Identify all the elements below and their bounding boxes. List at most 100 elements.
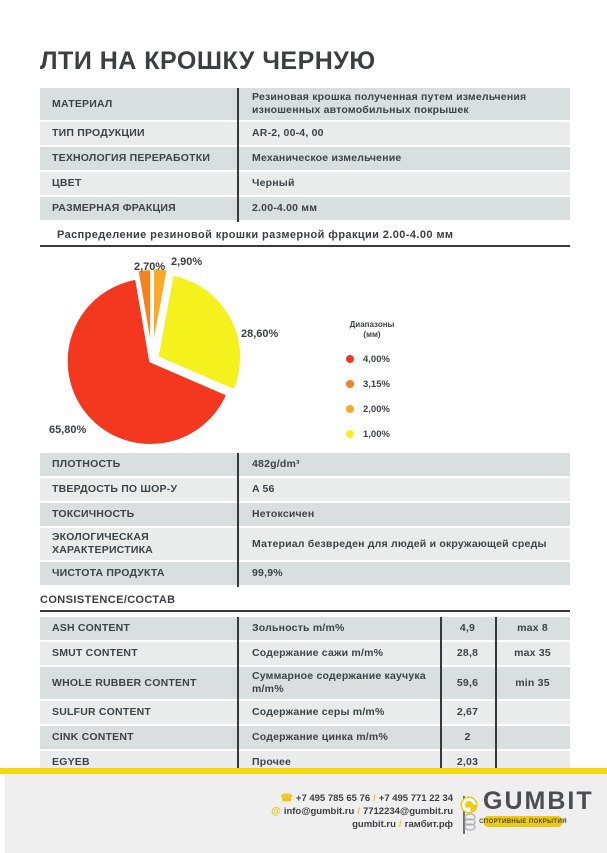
legend-title: Диапазоны (мм) (349, 320, 395, 340)
legend-dot (346, 355, 354, 364)
composition-rule (40, 610, 570, 612)
spring-coil-icon (464, 813, 476, 831)
chart-legend: Диапазоны (мм) 4,00% 3,15% 2,00% 1,00% (334, 320, 410, 447)
contact-emails: @ info@gumbit.ru/7712234@gumbit.ru (150, 805, 453, 818)
contact-sites: gumbit.ru / гамбит.рф (150, 818, 453, 831)
row-value: min 35 (515, 676, 550, 689)
email-1: info@gumbit.ru (283, 806, 355, 817)
legend-item: 3,15% (334, 372, 410, 397)
pie-label-65-80: 65,80% (49, 424, 87, 436)
table-row: ТЕХНОЛОГИЯ ПЕРЕРАБОТКИ Механическое измел… (40, 147, 570, 171)
separator: / (373, 793, 376, 804)
row-label: EGYEB (52, 756, 90, 769)
column-divider (440, 617, 442, 777)
row-label: ЦВЕТ (52, 177, 82, 190)
table-row: МАТЕРИАЛ Резиновая крошка полученная путе… (40, 88, 570, 121)
row-value: Содержание цинка m/m% (252, 731, 388, 744)
table-row: SULFUR CONTENT Содержание серы m/m% 2,67 (40, 701, 570, 725)
row-value (495, 701, 570, 724)
contact-block: ☎ +7 495 785 65 76/+7 495 771 22 34 @ info… (150, 792, 453, 831)
table-row: CINK CONTENT Содержание цинка m/m% 2 (40, 726, 570, 750)
row-label: SULFUR CONTENT (52, 706, 152, 719)
pie-slice-4,00% (65, 276, 230, 447)
row-value: Черный (252, 177, 295, 190)
row-label: МАТЕРИАЛ (52, 97, 113, 110)
legend-item: 4,00% (334, 347, 410, 372)
row-value: max 8 (517, 621, 548, 634)
legend-items: 4,00% 3,15% 2,00% 1,00% (334, 347, 410, 447)
gumbit-logo-text: GUMBIT (483, 787, 594, 815)
table-row: ТИП ПРОДУКЦИИ AR-2, 00-4, 00 (40, 122, 570, 146)
legend-item: 2,00% (334, 397, 410, 422)
row-label: ТОКСИЧНОСТЬ (52, 507, 135, 520)
chart-title: Распределение резиновой крошки размерной… (57, 229, 454, 241)
composition-section-header: CONSISTENCE/СОСТАВ (40, 594, 176, 606)
legend-label: 3,15% (363, 378, 390, 390)
row-value: 28,8 (456, 646, 479, 659)
legend-label: 2,00% (363, 403, 390, 415)
row-label: WHOLE RUBBER CONTENT (52, 676, 197, 689)
row-value: AR-2, 00-4, 00 (252, 127, 324, 140)
page-title: ЛТИ НА КРОШКУ ЧЕРНУЮ (40, 47, 376, 75)
table-row: ASH CONTENT Зольность m/m% 4,9 max 8 (40, 617, 570, 640)
row-value: 2,03 (456, 756, 479, 769)
table-row: РАЗМЕРНАЯ ФРАКЦИЯ 2.00-4.00 мм (40, 197, 570, 221)
pie-label-28-60: 28,60% (241, 328, 279, 340)
legend-label: 4,00% (363, 353, 390, 365)
gumbit-logo-tagline: СПОРТИВНЫЕ ПОКРЫТИЯ (479, 816, 567, 827)
table-row: SMUT CONTENT Содержание сажи m/m% 28,8 max … (40, 642, 570, 665)
website-2: гамбит.рф (404, 819, 453, 830)
row-label: ASH CONTENT (52, 621, 131, 634)
table-row: ТОКСИЧНОСТЬ Нетоксичен (40, 503, 570, 526)
table-row: ПЛОТНОСТЬ 482g/dm³ (40, 453, 570, 476)
row-label: ТВЕРДОСТЬ ПО ШОР-У (52, 482, 178, 495)
table-row: ЭКОЛОГИЧЕСКАЯ ХАРАКТЕРИСТИКА Материал без… (40, 528, 570, 561)
website-1: gumbit.ru (352, 819, 396, 830)
footer-accent-bar (0, 768, 607, 774)
gumbit-logo-icon (460, 796, 478, 814)
chart-title-rule (40, 245, 570, 247)
row-value: Содержание серы m/m% (252, 706, 385, 719)
row-value: Резиновая крошка полученная путем измель… (252, 91, 527, 117)
pie-slice-2,00% (151, 266, 170, 353)
row-label: ТЕХНОЛОГИЯ ПЕРЕРАБОТКИ (52, 152, 211, 165)
row-value: Механическое измельчение (252, 152, 402, 165)
row-value: Материал безвреден для людей и окружающе… (252, 537, 547, 550)
properties-spec-table: ПЛОТНОСТЬ 482g/dm³ ТВЕРДОСТЬ ПО ШОР-У A 56 Т… (40, 453, 570, 588)
row-value: Зольность m/m% (252, 621, 345, 634)
row-value: Нетоксичен (252, 507, 315, 520)
table-row: WHOLE RUBBER CONTENT Суммарное содержание… (40, 667, 570, 700)
pie-chart (65, 266, 243, 447)
footer-background (5, 774, 607, 853)
table-row: ЦВЕТ Черный (40, 172, 570, 196)
row-value: A 56 (252, 482, 275, 495)
row-label: SMUT CONTENT (52, 646, 138, 659)
table-row: ЧИСТОТА ПРОДУКТА 99,9% (40, 562, 570, 586)
row-value: 482g/dm³ (252, 457, 300, 470)
row-value: Содержание сажи m/m% (252, 646, 384, 659)
row-value (495, 726, 570, 749)
row-label: ТИП ПРОДУКЦИИ (52, 127, 145, 140)
row-value: 59,6 (456, 676, 479, 689)
row-value: 4,9 (459, 621, 476, 634)
phone-number-2: +7 495 771 22 34 (378, 793, 453, 804)
row-label: CINK CONTENT (52, 731, 134, 744)
row-value: 2.00-4.00 мм (252, 202, 318, 215)
table-row: ТВЕРДОСТЬ ПО ШОР-У A 56 (40, 478, 570, 501)
column-divider (237, 617, 239, 777)
legend-label: 1,00% (363, 428, 390, 440)
row-value: max 35 (514, 646, 551, 659)
separator: / (357, 806, 360, 817)
row-label: ЧИСТОТА ПРОДУКТА (52, 567, 165, 580)
pie-slice-3,15% (135, 267, 153, 354)
at-icon: @ (271, 806, 281, 817)
row-label: ПЛОТНОСТЬ (52, 457, 121, 470)
footer-divider (463, 796, 465, 834)
phone-number-1: +7 495 785 65 76 (295, 793, 371, 804)
phone-icon: ☎ (280, 793, 293, 804)
separator: / (398, 819, 402, 830)
legend-dot (346, 380, 354, 389)
pie-label-2-70: 2,70% (134, 261, 166, 273)
material-spec-table: МАТЕРИАЛ Резиновая крошка полученная путе… (40, 88, 570, 223)
